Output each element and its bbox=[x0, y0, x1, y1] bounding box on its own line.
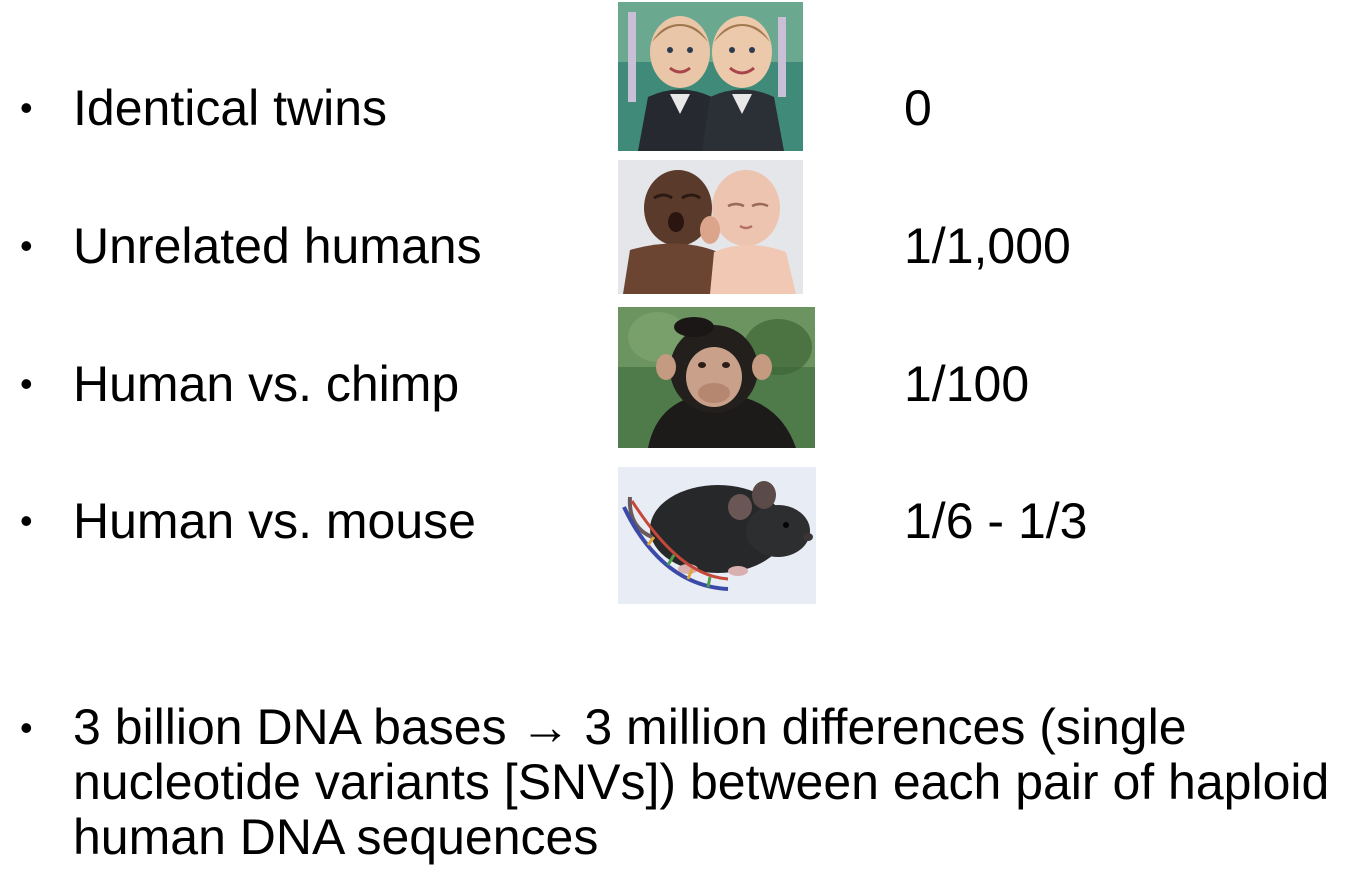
note-text-start: 3 billion DNA bases bbox=[73, 699, 521, 755]
twins-photo-icon bbox=[618, 2, 803, 151]
row-label: Identical twins bbox=[73, 80, 388, 136]
arrow-right-icon: → bbox=[520, 699, 571, 755]
row-label: Human vs. chimp bbox=[73, 356, 460, 412]
bullet: • bbox=[20, 363, 33, 404]
chimp-photo-icon bbox=[618, 307, 815, 448]
bullet: • bbox=[20, 225, 33, 266]
note-text-end: 3 million differences (single nucleotide… bbox=[73, 699, 1330, 865]
row-label: Human vs. mouse bbox=[73, 493, 476, 549]
row-value: 1/1,000 bbox=[904, 218, 1071, 274]
mouse-dna-photo-icon bbox=[618, 467, 816, 604]
row-value: 1/6 - 1/3 bbox=[904, 493, 1088, 549]
row-value: 1/100 bbox=[904, 356, 1030, 412]
row-label: Unrelated humans bbox=[73, 218, 482, 274]
bullet: • bbox=[20, 707, 33, 748]
snv-note: 3 billion DNA bases → 3 million differen… bbox=[73, 700, 1363, 865]
row-value: 0 bbox=[904, 80, 932, 136]
newborns-photo-icon bbox=[618, 160, 803, 294]
bullet: • bbox=[20, 87, 33, 128]
bullet: • bbox=[20, 500, 33, 541]
